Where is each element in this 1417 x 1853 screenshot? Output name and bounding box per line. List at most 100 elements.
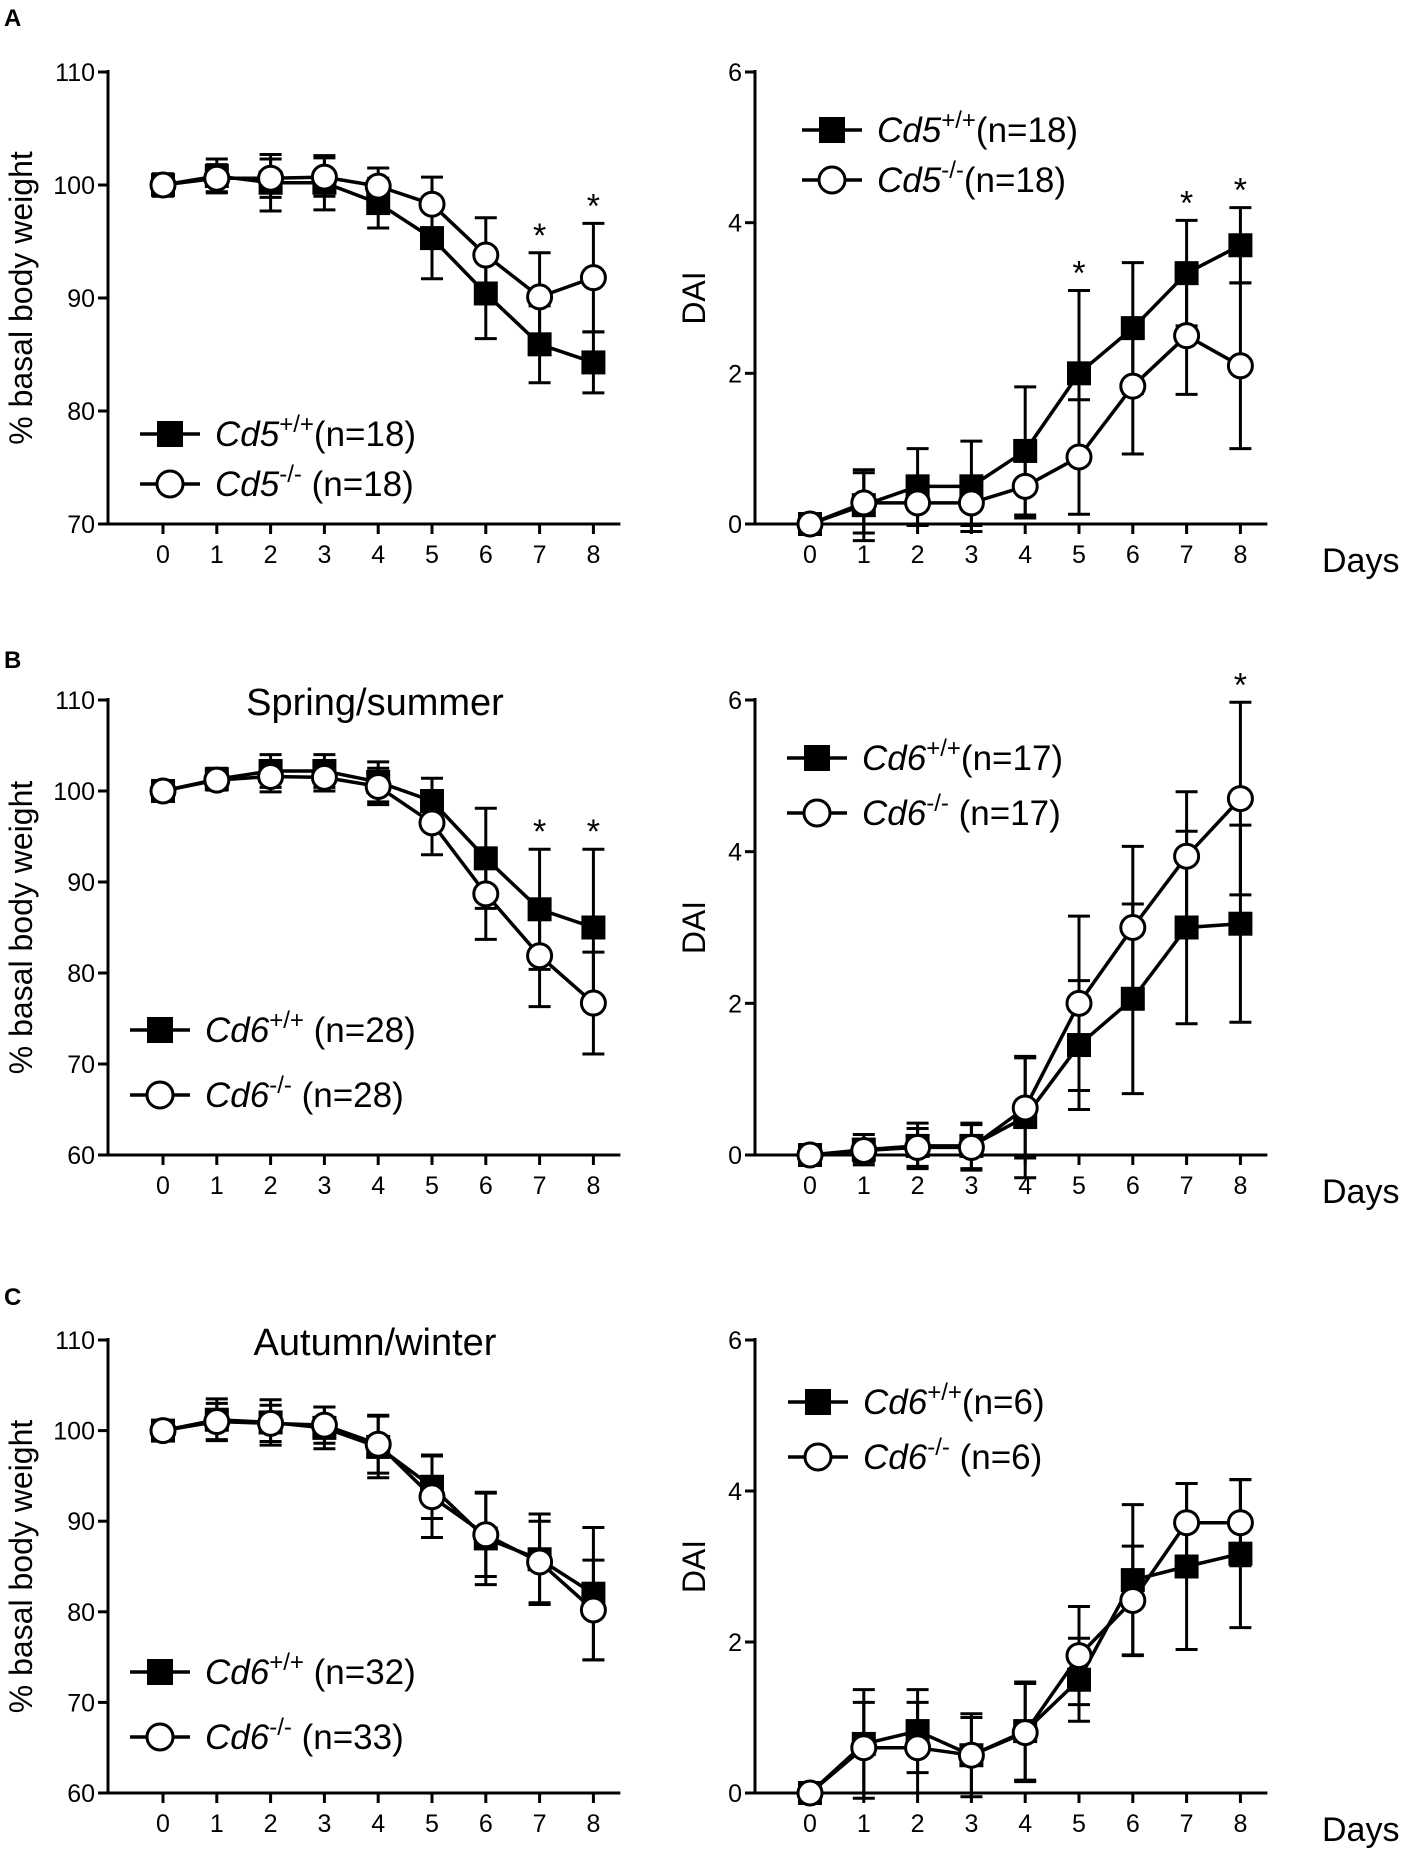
data-point-circle (1226, 352, 1254, 380)
data-point-circle (149, 777, 177, 805)
data-point-circle (904, 1734, 932, 1762)
legend: Cd6+/+ (n=28) Cd6-/- (n=28) (130, 1007, 416, 1115)
x-tick-label: 5 (425, 1810, 439, 1838)
legend-item: Cd6+/+ (n=28) (130, 1007, 416, 1050)
y-tick-label: 2 (728, 360, 742, 388)
x-tick-label: 3 (317, 1172, 331, 1200)
legend: Cd6+/+(n=17)Cd6-/- (n=17) (787, 735, 1063, 833)
legend-genotype-superscript: -/- (269, 1714, 292, 1741)
legend-item: Cd5-/-(n=18) (802, 157, 1066, 200)
legend-sample-size: (n=17) (961, 739, 1063, 778)
data-point-circle (203, 164, 231, 192)
significance-asterisk: * (1234, 172, 1247, 210)
x-tick-label: 7 (533, 1810, 547, 1838)
data-point-circle (364, 1430, 392, 1458)
legend-label: Cd6+/+ (n=32) (205, 1649, 416, 1692)
x-tick-label: 8 (586, 1172, 600, 1200)
data-point-circle (257, 1409, 285, 1437)
x-tick-label: 2 (911, 1810, 925, 1838)
y-tick-label: 100 (53, 778, 95, 806)
significance-asterisk: * (1234, 666, 1247, 704)
data-point-circle (1119, 372, 1147, 400)
chart-C-weight: 60 70 80 90 100 110 0 1 2 3 4 5 6 7 8 % basal body weig… (3, 1322, 621, 1838)
data-point-circle (310, 163, 338, 191)
legend-label: Cd6-/- (n=6) (863, 1434, 1042, 1477)
data-point-circle (472, 1521, 500, 1549)
chart-B-weight: 60 70 80 90 100 110 0 1 2 3 4 5 6 7 8 % basal body weig… (3, 682, 621, 1200)
y-tick-label: 0 (728, 511, 742, 539)
legend-item: Cd5+/+(n=18) (140, 411, 416, 454)
x-tick-label: 6 (1126, 1172, 1140, 1200)
legend-sample-size: (n=18) (302, 465, 414, 504)
y-tick-label: 6 (728, 1327, 742, 1355)
chart-A-weight: 70 80 90 100 110 0 1 2 3 4 5 6 7 8 % basal body weight… (3, 59, 621, 569)
y-tick-label: 90 (67, 869, 95, 897)
x-tick-label: 8 (1233, 1810, 1247, 1838)
x-tick-label: 7 (1180, 1810, 1194, 1838)
x-tick-label: 0 (803, 1810, 817, 1838)
data-point-circle (1065, 989, 1093, 1017)
x-tick-label: 2 (911, 1172, 925, 1200)
x-tick-label: 3 (964, 1172, 978, 1200)
x-tick-label: 5 (425, 1172, 439, 1200)
panel-letter-a: A (4, 5, 21, 32)
legend-circle-marker (802, 798, 832, 828)
data-point-circle (364, 172, 392, 200)
data-point-square (1228, 911, 1253, 936)
x-tick-label: 6 (479, 1810, 493, 1838)
legend-label: Cd6+/+(n=17) (862, 735, 1063, 778)
data-point-circle (472, 880, 500, 908)
y-tick-label: 0 (728, 1780, 742, 1808)
data-point-circle (1011, 1094, 1039, 1122)
x-tick-label: 6 (1126, 1810, 1140, 1838)
legend-genotype-superscript: -/- (941, 157, 964, 184)
legend-sample-size: (n=28) (292, 1076, 404, 1115)
y-tick-label: 4 (728, 839, 742, 867)
legend-sample-size: (n=32) (304, 1653, 416, 1692)
x-tick-label: 3 (964, 541, 978, 569)
legend-square-marker (147, 1017, 173, 1043)
series-knockout (796, 275, 1254, 538)
x-tick-label: 1 (210, 1172, 224, 1200)
data-point-circle (1065, 443, 1093, 471)
x-tick-label: 4 (371, 541, 385, 569)
legend-circle-marker (817, 165, 847, 195)
legend-item: Cd6+/+ (n=32) (130, 1649, 416, 1692)
data-point-circle (957, 489, 985, 517)
legend-sample-size: (n=6) (962, 1383, 1045, 1422)
panel-letter-b: B (4, 647, 21, 674)
data-point-square (581, 350, 606, 375)
legend-item: Cd6+/+(n=17) (787, 735, 1063, 778)
x-tick-label: 4 (1018, 1810, 1032, 1838)
legend-gene-name: Cd6 (863, 1438, 928, 1477)
legend-square-marker (147, 1659, 173, 1685)
y-tick-label: 60 (67, 1142, 95, 1170)
legend-label: Cd6-/- (n=28) (205, 1072, 404, 1115)
legend-square-marker (804, 745, 830, 771)
x-tick-label: 1 (210, 1810, 224, 1838)
panel-letter-c: C (4, 1284, 21, 1311)
legend-label: Cd5+/+(n=18) (877, 107, 1078, 150)
legend-gene-name: Cd6 (205, 1718, 270, 1757)
y-tick-label: 70 (67, 511, 95, 539)
legend-genotype-superscript: -/- (269, 1072, 292, 1099)
legend-circle-marker (155, 469, 185, 499)
x-axis-title: Days (1322, 1173, 1399, 1211)
data-point-circle (526, 1548, 554, 1576)
y-tick-label: 80 (67, 960, 95, 988)
data-point-circle (850, 1136, 878, 1164)
legend-gene-name: Cd6 (205, 1653, 270, 1692)
x-tick-label: 0 (803, 541, 817, 569)
legend-gene-name: Cd6 (863, 1383, 928, 1422)
series-knockout (149, 156, 607, 343)
data-point-circle (310, 763, 338, 791)
legend-genotype-superscript: +/+ (279, 411, 314, 438)
data-point-circle (1065, 1642, 1093, 1670)
y-axis-title: DAI (676, 1540, 712, 1593)
legend-gene-name: Cd6 (862, 739, 927, 778)
legend-square-marker (819, 117, 845, 143)
chart-title: Autumn/winter (254, 1322, 497, 1364)
y-tick-label: 2 (728, 1629, 742, 1657)
legend-circle-marker (803, 1442, 833, 1472)
